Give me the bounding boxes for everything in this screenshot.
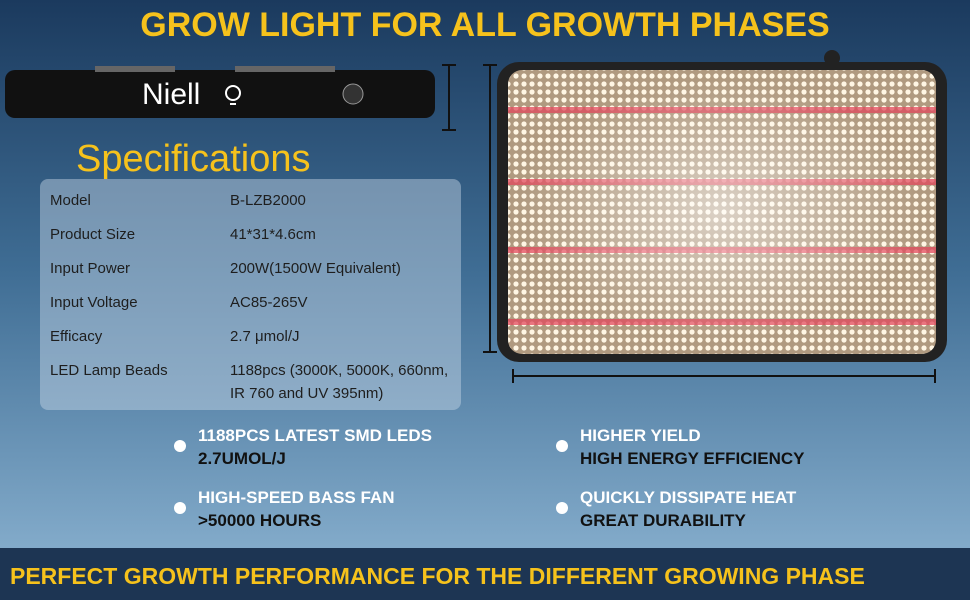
- light-bar: [5, 70, 435, 118]
- feature-line: QUICKLY DISSIPATE HEAT: [580, 488, 797, 507]
- spec-value: 41*31*4.6cm: [230, 226, 316, 243]
- feature-line: 2.7UMOL/J: [198, 449, 286, 468]
- spec-label: Product Size: [50, 226, 136, 243]
- footer-text: PERFECT GROWTH PERFORMANCE FOR THE DIFFE…: [10, 563, 865, 589]
- spec-label: Model: [50, 192, 91, 209]
- bullet: [556, 502, 568, 514]
- spec-title: Specifications: [76, 138, 311, 180]
- spec-label: Input Power: [50, 260, 131, 277]
- spec-value: AC85-265V: [230, 294, 308, 311]
- product-art: [5, 50, 947, 383]
- spec-table: Model B-LZB2000 Product Size 41*31*4.6cm Inp…: [40, 179, 461, 410]
- spec-label: LED Lamp Beads: [50, 362, 168, 379]
- feature-line: GREAT DURABILITY: [580, 511, 746, 530]
- feature-line: HIGH-SPEED BASS FAN: [198, 488, 395, 507]
- spec-label: Input Voltage: [50, 294, 138, 311]
- feature-line: 1188PCS LATEST SMD LEDS: [198, 426, 432, 445]
- feature-line: >50000 HOURS: [198, 511, 322, 530]
- spec-value: 1188pcs (3000K, 5000K, 660nm, IR 760 and…: [230, 362, 449, 402]
- spec-value: 2.7 μmol/J: [230, 328, 300, 345]
- spec-label: Efficacy: [50, 328, 103, 345]
- spec-value: B-LZB2000: [230, 192, 306, 209]
- title: GROW LIGHT FOR ALL GROWTH PHASES: [140, 6, 830, 44]
- bullet: [556, 440, 568, 452]
- spec-value: 200W(1500W Equivalent): [230, 260, 401, 277]
- feature-line: HIGHER YIELD: [580, 426, 701, 445]
- brand: Niell: [142, 78, 201, 111]
- footer-band: [0, 548, 970, 600]
- bullet: [174, 440, 186, 452]
- bullet: [174, 502, 186, 514]
- feature-line: HIGH ENERGY EFFICIENCY: [580, 449, 805, 468]
